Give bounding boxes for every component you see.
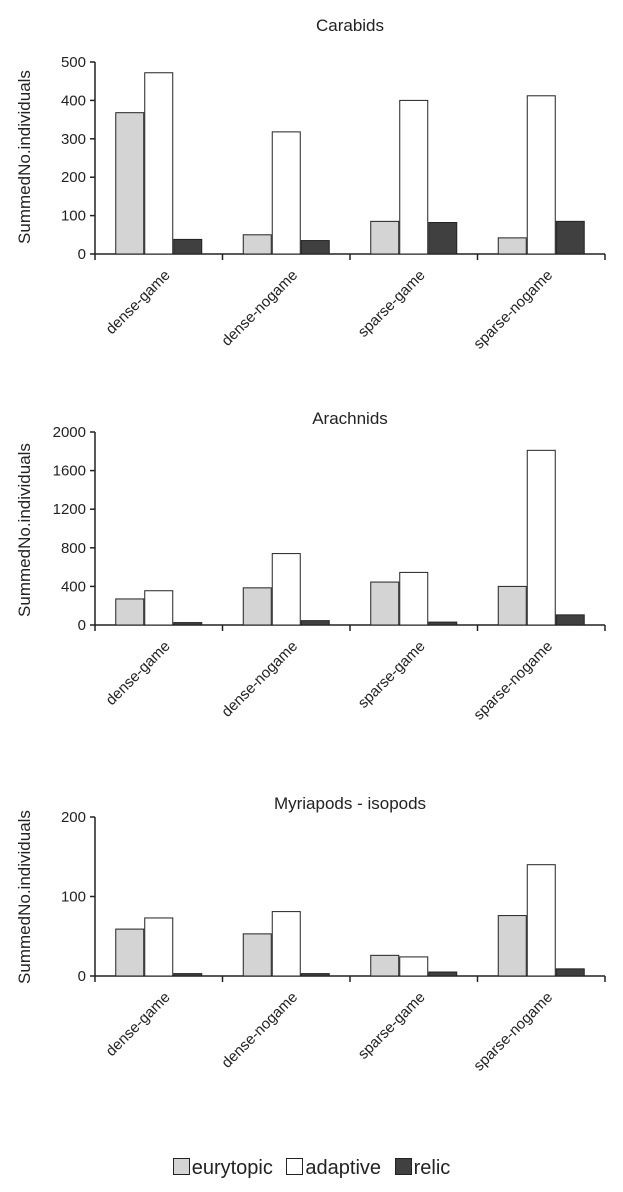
bar-eurytopic-sparse-game [370, 220, 400, 255]
y-tick-label: 300 [61, 131, 86, 148]
bar-relic-sparse-nogame [555, 968, 585, 977]
y-axis-label: SummedNo.individuals [15, 443, 34, 617]
legend-swatch-relic [394, 1158, 412, 1175]
y-tick-label: 0 [78, 246, 86, 263]
bar-relic-sparse-nogame [555, 614, 585, 626]
x-tick-label: sparse-nogame [470, 267, 556, 353]
x-tick-label: sparse-game [355, 267, 429, 341]
bar-adaptive-sparse-game [399, 571, 429, 626]
x-tick-label: sparse-game [355, 989, 429, 1063]
x-tick-label: dense-game [103, 989, 174, 1060]
y-tick-label: 2000 [53, 424, 86, 441]
x-tick-label: dense-nogame [218, 989, 301, 1072]
bar-relic-sparse-nogame [555, 220, 585, 255]
bar-adaptive-dense-game [144, 917, 174, 977]
x-tick-label: sparse-nogame [470, 989, 556, 1075]
bar-adaptive-sparse-nogame [526, 864, 556, 977]
bar-relic-dense-game [173, 238, 203, 255]
bar-relic-dense-nogame [300, 240, 330, 255]
y-tick-label: 800 [61, 540, 86, 557]
x-tick-label: sparse-game [355, 638, 429, 712]
y-axis-label: SummedNo.individuals [15, 810, 34, 984]
y-tick-label: 100 [61, 889, 86, 906]
bar-relic-dense-game [173, 973, 203, 977]
legend-swatch-eurytopic [172, 1158, 190, 1175]
y-tick-label: 400 [61, 578, 86, 595]
bar-adaptive-dense-nogame [271, 131, 301, 255]
y-tick-label: 0 [78, 617, 86, 634]
legend-label-relic: relic [413, 1157, 451, 1179]
bar-eurytopic-sparse-nogame [497, 585, 527, 626]
bar-adaptive-dense-nogame [271, 553, 301, 626]
bar-eurytopic-dense-nogame [242, 234, 272, 255]
x-tick-label: sparse-nogame [470, 638, 556, 724]
bar-eurytopic-dense-game [115, 928, 145, 977]
y-tick-label: 500 [61, 54, 86, 71]
y-axis-label: SummedNo.individuals [15, 70, 34, 244]
bar-adaptive-sparse-game [399, 99, 429, 255]
legend-item-adaptive: adaptive [286, 1157, 381, 1180]
y-tick-label: 1600 [53, 463, 86, 480]
bar-relic-dense-nogame [300, 973, 330, 977]
bar-eurytopic-sparse-nogame [497, 237, 527, 255]
chart-title: Myriapods - isopods [274, 794, 426, 813]
y-tick-label: 400 [61, 92, 86, 109]
bar-eurytopic-sparse-game [370, 581, 400, 626]
legend-label-eurytopic: eurytopic [191, 1157, 273, 1179]
bar-eurytopic-dense-nogame [242, 587, 272, 626]
legend-item-relic: relic [394, 1157, 451, 1180]
bar-relic-dense-nogame [300, 620, 330, 626]
bar-adaptive-dense-game [144, 72, 174, 255]
bar-eurytopic-sparse-nogame [497, 915, 527, 977]
bar-eurytopic-sparse-game [370, 954, 400, 977]
y-tick-label: 200 [61, 809, 86, 826]
bar-eurytopic-dense-nogame [242, 933, 272, 977]
legend-label-adaptive: adaptive [305, 1157, 382, 1179]
bar-eurytopic-dense-game [115, 598, 145, 626]
legend-swatch-adaptive [286, 1158, 304, 1175]
x-tick-label: dense-nogame [218, 267, 301, 350]
bar-relic-sparse-game [428, 222, 458, 255]
x-tick-label: dense-nogame [218, 638, 301, 721]
y-tick-label: 100 [61, 208, 86, 225]
bar-adaptive-sparse-game [399, 956, 429, 977]
bar-adaptive-sparse-nogame [526, 95, 556, 255]
bar-adaptive-sparse-nogame [526, 449, 556, 626]
x-tick-label: dense-game [103, 267, 174, 338]
legend-item-eurytopic: eurytopic [172, 1157, 273, 1180]
y-tick-label: 200 [61, 169, 86, 186]
x-tick-label: dense-game [103, 638, 174, 709]
y-tick-label: 1200 [53, 501, 86, 518]
bar-relic-dense-game [173, 622, 203, 626]
bar-eurytopic-dense-game [115, 112, 145, 255]
bar-relic-sparse-game [428, 971, 458, 977]
bar-adaptive-dense-game [144, 590, 174, 626]
bar-adaptive-dense-nogame [271, 911, 301, 977]
legend: eurytopic adaptive relic [0, 1157, 623, 1180]
bar-relic-sparse-game [428, 621, 458, 626]
chart-title: Arachnids [312, 409, 388, 428]
chart-title: Carabids [316, 16, 384, 35]
y-tick-label: 0 [78, 968, 86, 985]
